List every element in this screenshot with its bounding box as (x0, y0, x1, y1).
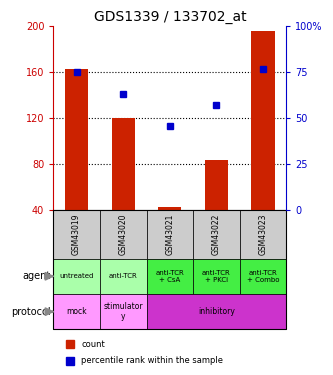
Text: GSM43023: GSM43023 (258, 214, 268, 255)
Text: anti-TCR
+ CsA: anti-TCR + CsA (156, 270, 184, 283)
Bar (100, 294, 147, 329)
Text: untreated: untreated (59, 273, 94, 279)
Text: anti-TCR: anti-TCR (109, 273, 138, 279)
Bar (240, 258, 286, 294)
Bar (100, 210, 147, 258)
Bar (147, 294, 286, 329)
Text: count: count (81, 339, 105, 348)
Text: GSM43022: GSM43022 (212, 214, 221, 255)
Text: anti-TCR
+ PKCi: anti-TCR + PKCi (202, 270, 231, 283)
Bar (100, 258, 147, 294)
Title: GDS1339 / 133702_at: GDS1339 / 133702_at (94, 10, 246, 24)
Bar (112, 118, 135, 210)
Bar (65, 69, 88, 210)
Text: protocol: protocol (11, 307, 51, 316)
Bar (53, 210, 286, 329)
Text: mock: mock (66, 307, 87, 316)
Text: stimulator
y: stimulator y (104, 302, 143, 321)
Bar (193, 210, 240, 258)
Bar (158, 207, 181, 210)
Text: GSM43020: GSM43020 (119, 214, 128, 255)
Bar (193, 258, 240, 294)
Bar (53, 210, 100, 258)
Text: agent: agent (23, 271, 51, 281)
Text: anti-TCR
+ Combo: anti-TCR + Combo (247, 270, 279, 283)
Bar (53, 258, 100, 294)
Bar (240, 210, 286, 258)
Text: inhibitory: inhibitory (198, 307, 235, 316)
Bar (147, 258, 193, 294)
Text: percentile rank within the sample: percentile rank within the sample (81, 356, 223, 365)
Bar (53, 294, 100, 329)
Text: GSM43019: GSM43019 (72, 214, 81, 255)
Text: GSM43021: GSM43021 (165, 214, 174, 255)
Bar (147, 210, 193, 258)
Bar (205, 160, 228, 210)
Bar (251, 31, 275, 210)
